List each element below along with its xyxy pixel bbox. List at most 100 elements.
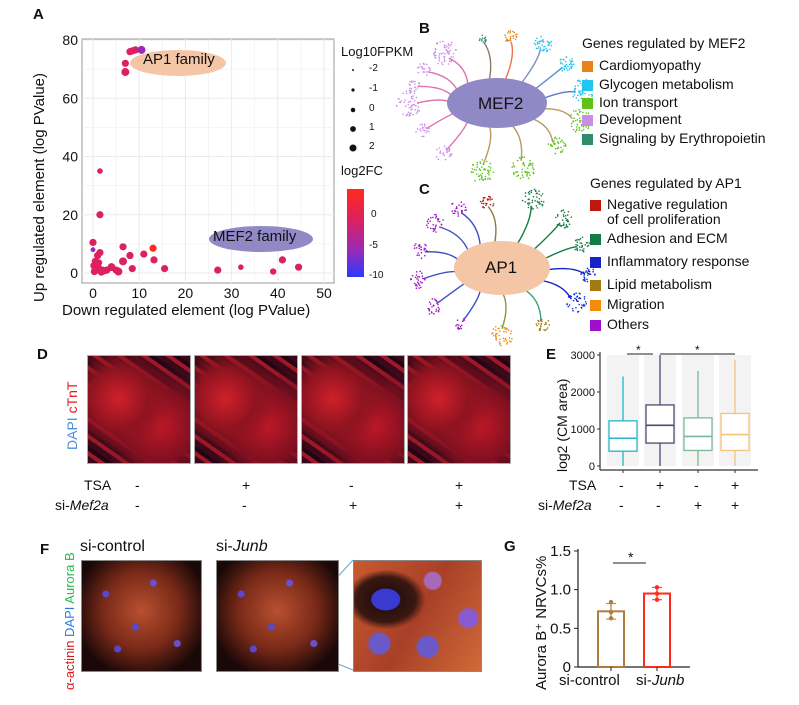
mef2-gene-node [582, 111, 584, 114]
mef2-gene-node [450, 60, 452, 63]
e-box [683, 417, 713, 452]
mef2-gene-node [512, 164, 515, 167]
ap1-gene-node [592, 270, 594, 273]
legend-item-label: Others [607, 316, 650, 332]
mef2-gene-node [438, 59, 440, 62]
ap1-gene-node [434, 227, 437, 230]
ap1-gene-node [528, 198, 530, 201]
ap1-gene-node [592, 268, 595, 271]
ap1-gene-node [572, 299, 575, 302]
ap1-gene-node [559, 224, 561, 227]
ap1-gene-node [538, 329, 541, 331]
mef2-gene-node [530, 164, 532, 166]
mef2-gene-node [489, 167, 492, 169]
ap1-gene-node [547, 320, 550, 322]
micrograph-zoom-inset [353, 560, 482, 672]
mef2-gene-node [435, 42, 438, 45]
mef2-gene-node [429, 68, 431, 70]
mef2-gene-node [526, 173, 528, 176]
mef2-gene-node [557, 146, 560, 149]
micrograph-ctnt-dapi [301, 355, 405, 464]
ap1-gene-node [528, 204, 530, 206]
mef2-gene-node [565, 63, 568, 66]
ap1-gene-node [417, 276, 419, 278]
mef2-gene-node [410, 95, 413, 98]
ap1-gene-node [416, 281, 419, 284]
mef2-gene-node [577, 114, 580, 116]
mef2-gene-node [443, 154, 445, 157]
mef2-gene-node [568, 68, 571, 70]
f-title-control: si-control [80, 538, 145, 555]
mef2-gene-node [546, 40, 549, 43]
mef2-gene-node [442, 153, 445, 155]
ap1-gene-node [494, 334, 497, 336]
ap1-gene-node [588, 242, 591, 244]
ap1-gene-node [432, 304, 435, 307]
mef2-gene-node [447, 150, 450, 152]
ap1-gene-node [463, 203, 465, 206]
ap1-gene-node [508, 340, 511, 342]
ap1-gene-node [415, 287, 418, 290]
a-y-tick: 60 [62, 90, 78, 106]
mef2-gene-node [523, 156, 526, 158]
mef2-gene-node [580, 123, 583, 126]
mef2-gene-node [484, 39, 486, 42]
mef2-gene-node [563, 59, 565, 61]
mef2-gene-node [418, 110, 421, 112]
ap1-gene-node [414, 284, 417, 287]
mef2-gene-node [560, 151, 562, 154]
mef2-gene-node [572, 63, 575, 66]
ap1-gene-node [440, 224, 443, 226]
ap1-gene-node [500, 324, 503, 327]
mef2-gene-node [416, 111, 419, 113]
mef2-gene-node [450, 43, 452, 46]
mef2-gene-node [516, 175, 518, 177]
mef2-gene-node [558, 137, 561, 139]
mef2-gene-node [487, 170, 489, 172]
ap1-gene-node [458, 324, 460, 326]
mef2-gene-node [409, 89, 412, 92]
ap1-gene-node [424, 243, 426, 246]
mef2-gene-node [565, 56, 568, 58]
mef2-gene-node [562, 141, 564, 143]
size-legend-dot [350, 126, 356, 132]
ap1-gene-node [459, 325, 462, 328]
mef2-gene-node [478, 178, 481, 181]
mef2-gene-node [481, 40, 483, 42]
mef2-gene-node [421, 127, 424, 130]
mef2-gene-node [577, 99, 580, 101]
ap1-gene-node [432, 230, 435, 232]
ap1-gene-node [588, 270, 591, 273]
mef2-gene-node [410, 106, 412, 108]
a-x-tick: 10 [131, 285, 147, 301]
mef2-gene-node [444, 46, 446, 49]
d-stain-label: DAPI cTnT [64, 382, 80, 450]
a-data-point [150, 256, 158, 264]
mef2-gene-node [479, 37, 481, 40]
a-data-point [238, 264, 244, 270]
ap1-gene-node [461, 205, 463, 207]
mef2-gene-node [443, 58, 446, 60]
b-legend-title: Genes regulated by MEF2 [582, 35, 746, 51]
mef2-gene-node [566, 69, 569, 72]
ap1-gene-node [545, 321, 547, 324]
mef2-gene-node [437, 158, 440, 160]
mef2-gene-node [487, 172, 489, 175]
mef2-gene-node [481, 38, 483, 41]
d-tsa-mark: + [242, 477, 251, 493]
mef2-gene-node [582, 128, 585, 131]
mef2-gene-node [411, 97, 414, 100]
mef2-edge [541, 90, 576, 100]
ap1-gene-node [492, 203, 495, 205]
mef2-gene-node [560, 67, 563, 70]
mef2-gene-node [570, 67, 573, 69]
ap1-gene-node [435, 224, 437, 227]
ap1-gene-node [492, 334, 495, 337]
mef2-gene-node [573, 94, 576, 96]
ap1-gene-node [502, 337, 505, 340]
aurora-label: Aurora B [62, 552, 77, 604]
mef2-gene-node [576, 123, 579, 126]
ap1-gene-node [492, 204, 494, 207]
mef2-gene-node [410, 112, 412, 115]
a-data-point [119, 257, 128, 266]
